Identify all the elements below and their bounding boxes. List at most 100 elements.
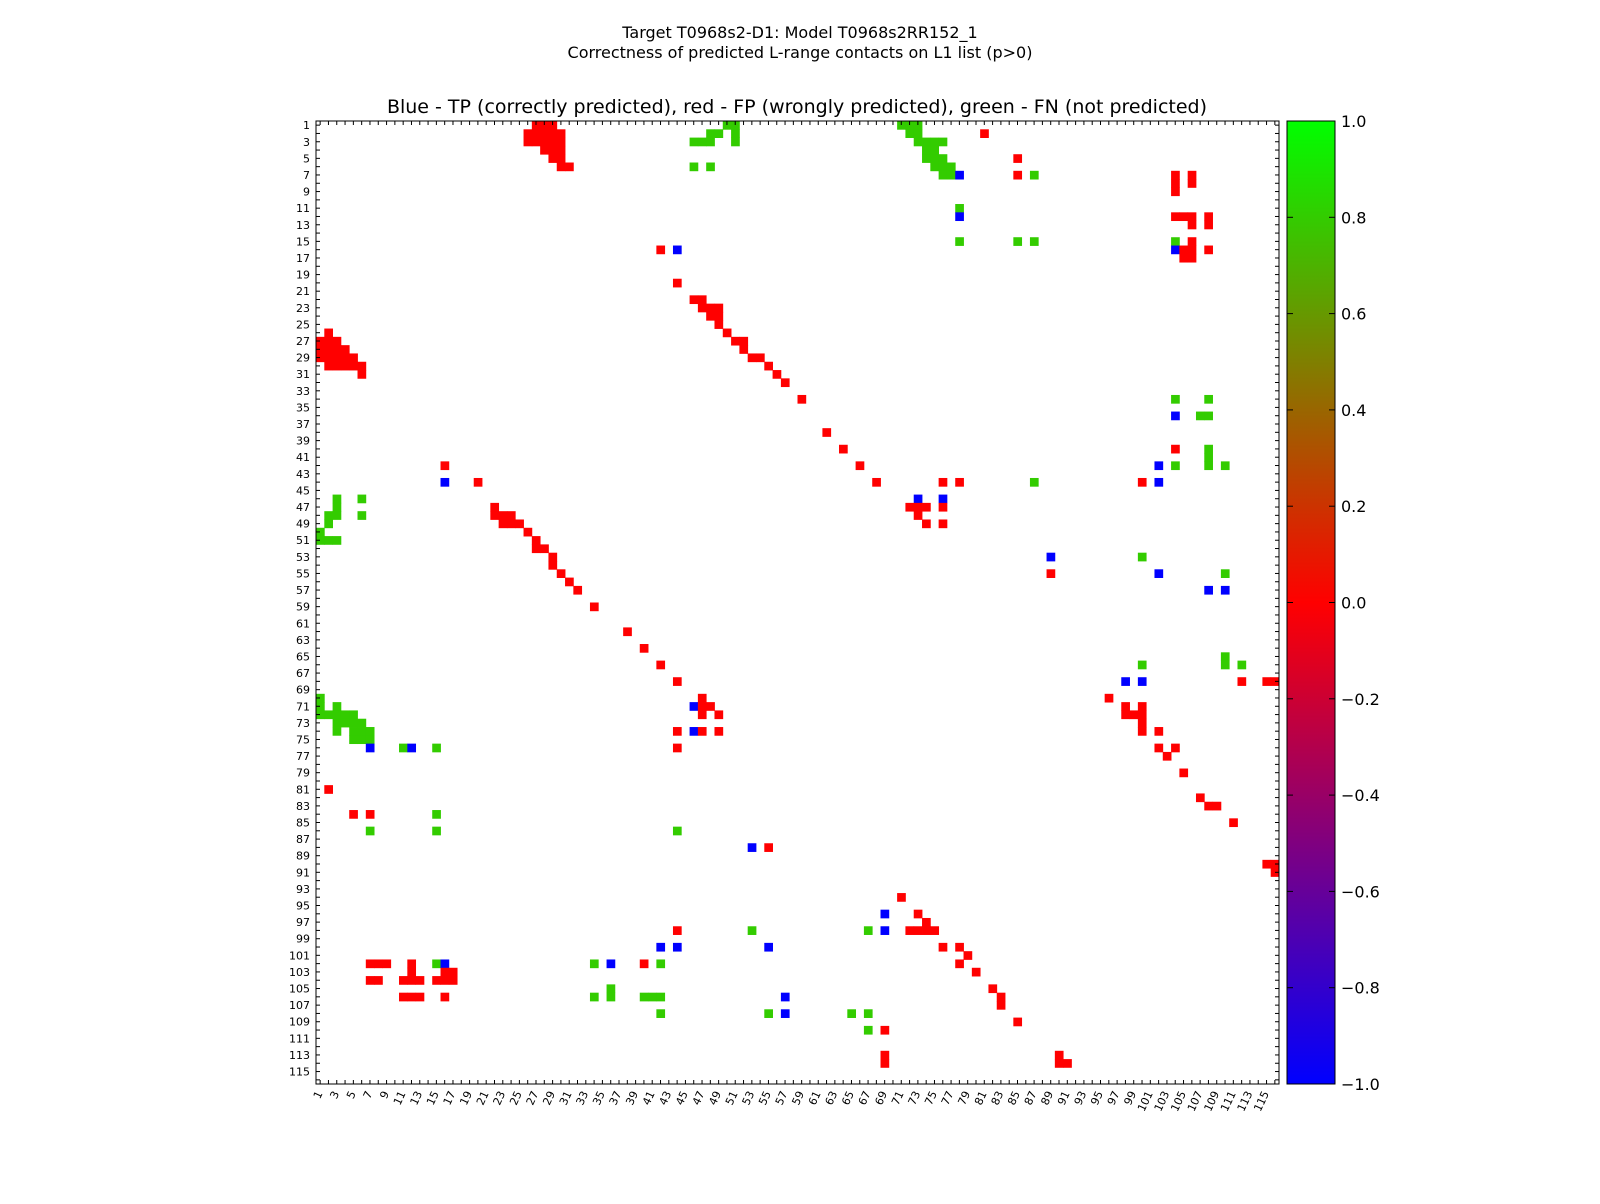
contact-cell — [324, 336, 333, 346]
contact-cell — [714, 303, 724, 313]
contact-cell — [722, 328, 732, 338]
contact-cell — [922, 519, 931, 529]
contact-cell — [1137, 702, 1147, 711]
contact-cell — [1220, 569, 1230, 578]
contact-cell — [1171, 245, 1180, 255]
x-tick-label: 49 — [706, 1089, 724, 1107]
contact-cell — [955, 204, 964, 213]
contact-cell — [697, 295, 707, 305]
contact-cell — [407, 976, 417, 985]
y-tick-label: 19 — [296, 269, 310, 282]
colorbar-tick-label: 0.4 — [1341, 401, 1366, 420]
contact-cell — [531, 137, 541, 147]
y-tick-label: 65 — [296, 650, 310, 663]
contact-cell — [755, 353, 765, 363]
contact-cell — [374, 976, 383, 985]
contact-cell — [324, 710, 333, 720]
contact-cell — [1204, 220, 1213, 230]
y-tick-label: 115 — [289, 1066, 310, 1079]
y-tick-label: 93 — [296, 883, 310, 896]
contact-cell — [1162, 751, 1172, 761]
contact-cell — [374, 959, 383, 969]
y-tick-label: 99 — [296, 933, 310, 946]
contact-cell — [938, 162, 948, 172]
contact-cell — [357, 718, 367, 728]
y-tick-label: 55 — [296, 567, 310, 580]
contact-cell — [938, 137, 948, 147]
contact-cell — [1054, 1059, 1064, 1068]
contact-cell — [365, 976, 375, 985]
contact-cell — [1237, 677, 1247, 686]
contact-cell — [1029, 170, 1039, 180]
contact-cell — [540, 129, 549, 138]
y-tick-label: 85 — [296, 816, 310, 829]
x-tick-label: 65 — [839, 1089, 857, 1107]
contact-cell — [1262, 859, 1272, 869]
contact-cell — [1187, 253, 1197, 263]
contact-cell — [946, 170, 956, 180]
y-tick-label: 27 — [296, 335, 310, 348]
contact-cell — [407, 959, 417, 969]
chart-title: Target T0968s2-D1: Model T0968s2RR152_1 — [621, 23, 977, 43]
contact-cell — [1154, 743, 1164, 753]
x-tick-label: 45 — [673, 1089, 691, 1107]
x-tick-label: 17 — [441, 1089, 459, 1107]
contact-cell — [996, 1000, 1006, 1010]
contact-cell — [540, 544, 549, 554]
contact-cell — [780, 378, 790, 388]
contact-cell — [922, 137, 931, 147]
contact-cell — [399, 976, 408, 985]
contact-cell — [332, 727, 342, 736]
contact-cell — [863, 926, 873, 935]
contact-cell — [365, 810, 375, 819]
contact-cell — [365, 826, 375, 836]
y-tick-label: 111 — [289, 1032, 310, 1045]
contact-cell — [432, 826, 441, 836]
contact-cell — [548, 129, 558, 138]
contact-cell — [324, 511, 333, 520]
x-tick-label: 25 — [507, 1089, 525, 1107]
x-tick-label: 29 — [540, 1089, 558, 1107]
y-tick-label: 15 — [296, 235, 310, 248]
x-tick-label: 113 — [1235, 1089, 1256, 1114]
contact-cell — [996, 992, 1006, 1002]
contact-cell — [399, 743, 408, 753]
contact-cell — [747, 843, 757, 852]
contact-cell — [332, 494, 342, 504]
contact-cell — [880, 1050, 890, 1060]
y-tick-label: 5 — [303, 152, 310, 165]
contact-cell — [540, 145, 549, 155]
contact-cell — [523, 137, 533, 147]
y-tick-label: 51 — [296, 534, 310, 547]
contact-cell — [689, 137, 699, 147]
x-tick-label: 69 — [872, 1089, 890, 1107]
y-tick-label: 17 — [296, 252, 310, 265]
y-tick-label: 9 — [303, 186, 310, 199]
contact-cell — [349, 361, 358, 371]
contact-cell — [324, 353, 333, 363]
contact-cell — [432, 976, 441, 985]
contact-cell — [747, 353, 757, 363]
contact-cell — [1029, 237, 1039, 246]
contact-cell — [448, 976, 458, 985]
y-tick-label: 87 — [296, 833, 310, 846]
contact-cell — [938, 942, 948, 952]
contact-cell — [506, 511, 516, 520]
contact-cell — [1171, 743, 1180, 753]
contact-cell — [706, 137, 715, 147]
contact-cell — [1171, 461, 1180, 471]
contact-cell — [1154, 569, 1164, 578]
contact-cell — [548, 137, 558, 147]
contact-cell — [382, 959, 392, 969]
contact-cell — [971, 967, 981, 977]
contact-cell — [498, 519, 508, 529]
contact-cell — [1013, 237, 1023, 246]
x-tick-label: 51 — [723, 1089, 741, 1107]
colorbar-tick-label: −0.2 — [1341, 690, 1380, 709]
contact-cell — [1121, 677, 1130, 686]
contact-cell — [689, 295, 699, 305]
x-tick-label: 21 — [474, 1089, 492, 1107]
colorbar-tick-label: −0.8 — [1341, 979, 1380, 998]
x-tick-label: 59 — [789, 1089, 807, 1107]
contact-cell — [656, 245, 666, 255]
